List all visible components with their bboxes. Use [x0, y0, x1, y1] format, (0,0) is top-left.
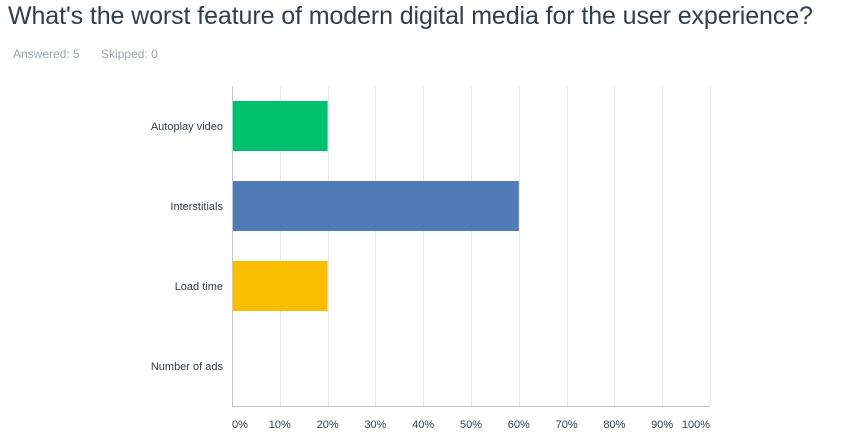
question-title: What's the worst feature of modern digit… [8, 2, 813, 30]
x-tick-label: 90% [651, 419, 673, 431]
bar-interstitials [232, 181, 519, 231]
category-label: Number of ads [151, 361, 224, 373]
x-tick-label: 30% [364, 419, 386, 431]
x-tick-label: 50% [460, 419, 482, 431]
response-stats: Answered: 5 Skipped: 0 [13, 47, 158, 61]
category-label: Load time [175, 281, 223, 293]
category-label: Interstitials [170, 201, 223, 213]
bar-load-time [232, 261, 328, 311]
x-tick-label: 60% [508, 419, 530, 431]
x-tick-label: 10% [269, 419, 291, 431]
x-tick-label: 40% [412, 419, 434, 431]
x-tick-label: 100% [682, 419, 710, 431]
skipped-count: Skipped: 0 [101, 47, 158, 61]
category-label: Autoplay video [151, 121, 223, 133]
answered-count: Answered: 5 [13, 47, 80, 61]
x-tick-label: 80% [603, 419, 625, 431]
x-tick-label: 0% [232, 419, 248, 431]
x-tick-label: 20% [317, 419, 339, 431]
x-tick-label: 70% [556, 419, 578, 431]
bar-autoplay-video [232, 101, 328, 151]
